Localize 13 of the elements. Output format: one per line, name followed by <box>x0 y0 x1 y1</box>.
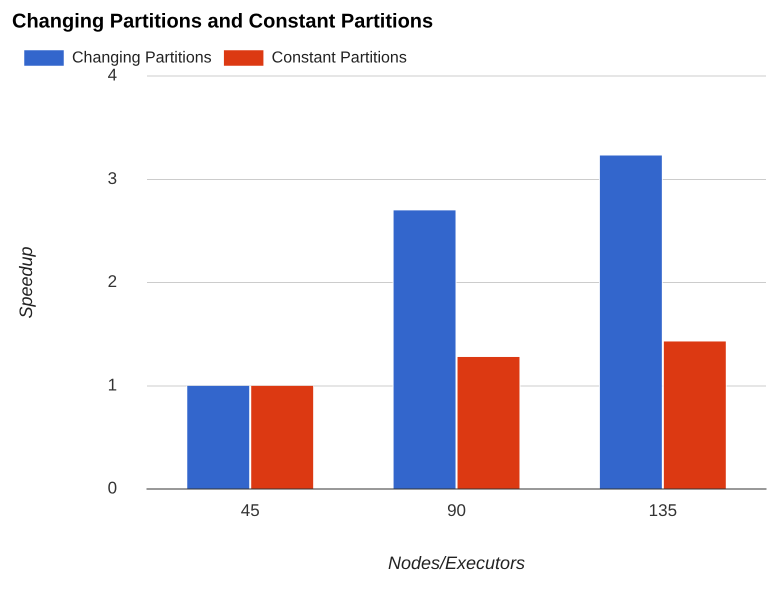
legend-label: Constant Partitions <box>272 49 407 66</box>
y-tick-label: 1 <box>108 375 118 394</box>
x-tick-label: 90 <box>447 500 466 520</box>
x-axis-title: Nodes/Executors <box>388 553 526 574</box>
x-tick-label: 135 <box>648 500 678 520</box>
chart-title: Changing Partitions and Constant Partitions <box>12 10 434 33</box>
y-tick-label: 3 <box>108 168 118 188</box>
x-tick-label: 45 <box>240 500 260 520</box>
legend-label: Changing Partitions <box>72 49 212 66</box>
y-tick-label: 2 <box>108 272 118 292</box>
y-axis-title: Speedup <box>16 246 36 319</box>
y-tick-label: 4 <box>108 66 118 85</box>
y-tick-label: 0 <box>108 478 118 498</box>
